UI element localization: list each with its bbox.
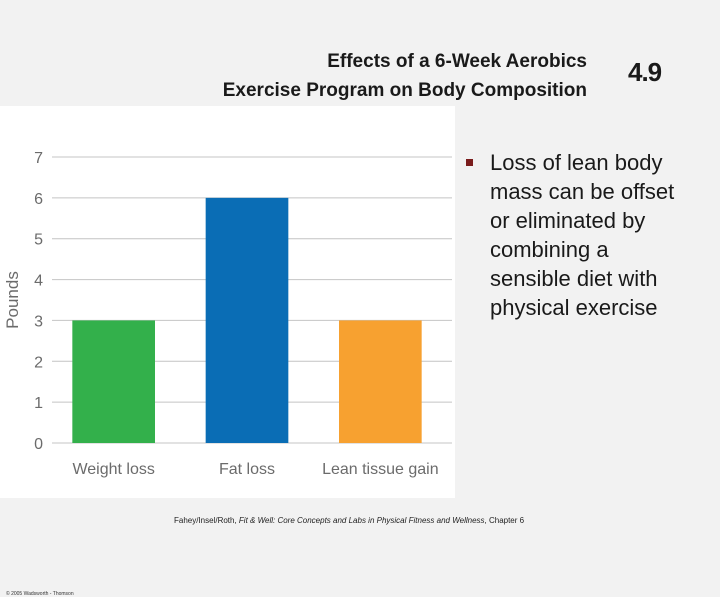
x-tick-label-fat-loss: Fat loss xyxy=(219,461,275,478)
y-tick-label-7: 7 xyxy=(34,150,43,167)
citation: Fahey/Insel/Roth, Fit & Well: Core Conce… xyxy=(174,516,524,525)
bar-chart-panel: 0 1 2 3 4 5 6 7 Pounds Weight loss Fat loss Lean ti… xyxy=(0,106,455,597)
citation-chapter: , Chapter 6 xyxy=(484,516,525,525)
y-axis-label: Pounds xyxy=(3,271,22,329)
slide-title-line-2: Exercise Program on Body Composition xyxy=(222,80,587,101)
citation-book: Fit & Well: Core Concepts and Labs in Ph… xyxy=(238,516,485,525)
y-tick-label-2: 2 xyxy=(34,354,43,371)
bullet-text: Loss of lean body mass can be offset or … xyxy=(490,150,675,320)
bar-lean-tissue-gain xyxy=(339,320,422,443)
y-tick-label-3: 3 xyxy=(34,313,43,330)
y-tick-label-5: 5 xyxy=(34,232,43,249)
bar-weight-loss xyxy=(72,320,155,443)
copyright-note: © 2005 Wadsworth - Thomson xyxy=(6,591,74,597)
bar-chart: 0 1 2 3 4 5 6 7 Pounds Weight loss Fat loss Lean ti… xyxy=(3,150,452,478)
x-tick-label-weight-loss: Weight loss xyxy=(72,461,154,478)
slide-title: Effects of a 6-Week Aerobics Exercise Pr… xyxy=(100,47,587,105)
y-tick-label-4: 4 xyxy=(34,273,43,290)
citation-authors: Fahey/Insel/Roth, xyxy=(174,516,239,525)
bullet-square-icon xyxy=(466,159,473,166)
y-tick-label-6: 6 xyxy=(34,191,43,208)
y-tick-label-1: 1 xyxy=(34,395,43,412)
slide-title-line-1: Effects of a 6-Week Aerobics xyxy=(327,51,587,72)
slide-number: 4.9 xyxy=(628,57,662,87)
bar-fat-loss xyxy=(205,197,289,443)
x-tick-label-lean-tissue-gain: Lean tissue gain xyxy=(322,461,439,478)
y-tick-label-0: 0 xyxy=(34,436,43,453)
